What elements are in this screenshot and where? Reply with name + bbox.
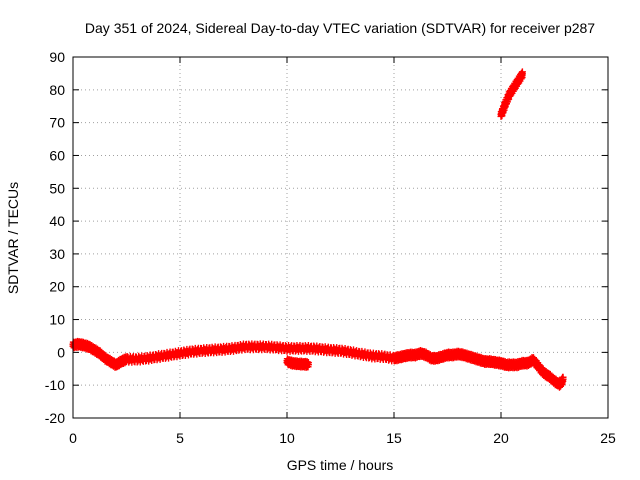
y-axis-title: SDTVAR / TECUs [5,182,21,294]
y-tick-label: 50 [49,180,65,196]
series-upper-segment [497,68,526,120]
x-tick-label: 10 [279,430,295,446]
y-tick-label: 90 [49,49,65,65]
y-tick-label: 60 [49,147,65,163]
series-main-track [69,337,567,391]
data-point [304,361,312,369]
series-short-segment [283,355,312,371]
x-tick-label: 25 [600,430,616,446]
y-tick-label: 0 [57,344,65,360]
y-tick-label: 10 [49,312,65,328]
tick-layer: -20 -10 0 10 20 30 40 50 60 70 80 90 0 5 10 15 20 25 [45,49,616,446]
x-tick-label: 15 [386,430,402,446]
data-point [559,375,567,383]
plot-frame [72,56,609,419]
data-point [518,70,526,78]
y-tick-label: 30 [49,246,65,262]
y-tick-label: 40 [49,213,65,229]
chart-title: Day 351 of 2024, Sidereal Day-to-day VTE… [85,20,595,36]
x-tick-label: 20 [493,430,509,446]
x-tick-label: 0 [69,430,77,446]
y-tick-label: 80 [49,82,65,98]
y-tick-label: 20 [49,279,65,295]
x-axis-title: GPS time / hours [287,457,394,473]
y-tick-label: 70 [49,115,65,131]
y-tick-label: -10 [45,377,65,393]
y-tick-label: -20 [45,410,65,426]
x-tick-label: 5 [176,430,184,446]
data-layer [69,68,567,391]
